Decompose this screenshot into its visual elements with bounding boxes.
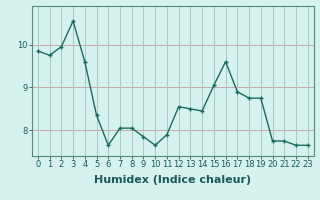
X-axis label: Humidex (Indice chaleur): Humidex (Indice chaleur) bbox=[94, 175, 252, 185]
